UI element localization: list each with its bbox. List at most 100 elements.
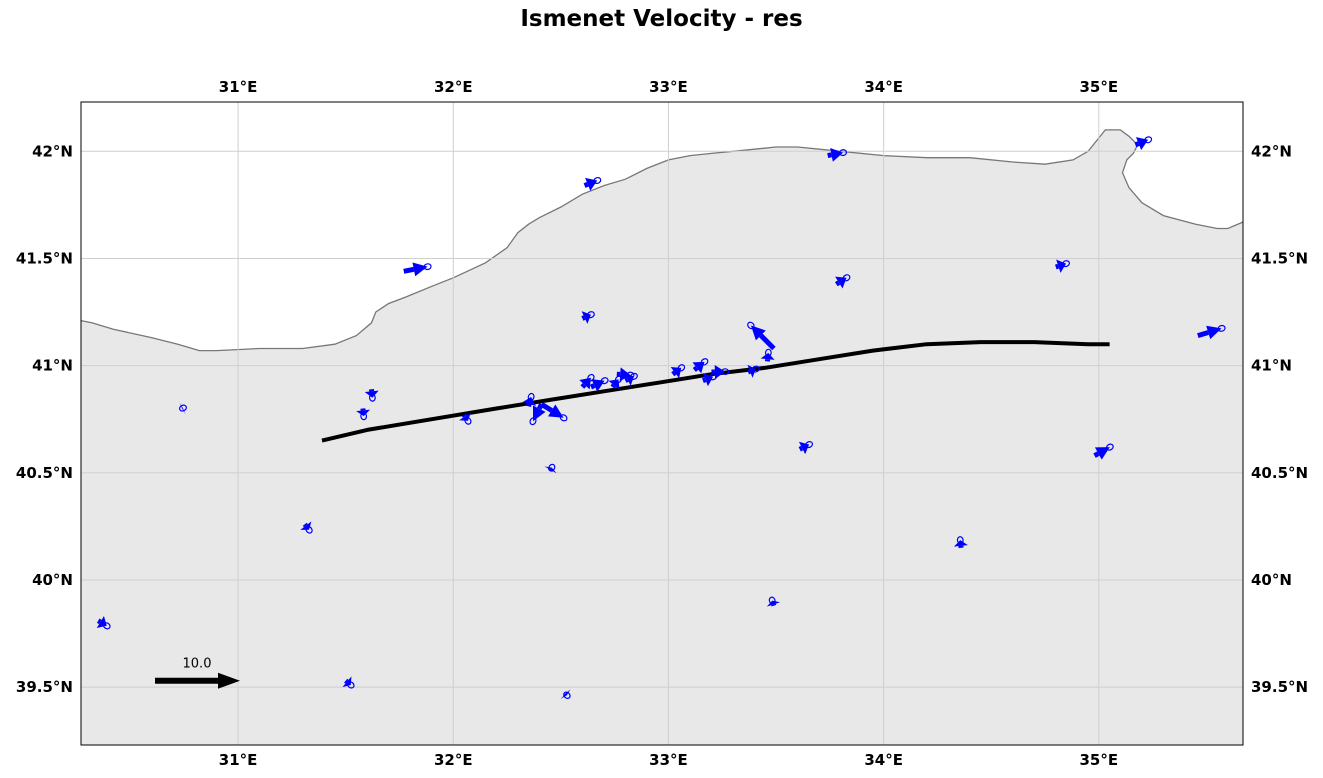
error-ellipse [559,414,568,422]
vector-head [1056,259,1066,273]
velocity-vector [579,373,595,390]
lon-tick-label-top: 31°E [219,78,258,96]
error-ellipse [720,368,730,376]
error-ellipse [768,596,776,605]
scale-arrow: 10.0 [155,657,240,689]
fault-trace [321,340,1110,443]
error-ellipse [626,371,635,379]
velocity-vector [589,377,609,392]
vector-head [619,367,631,382]
error-ellipse [548,463,556,472]
vector-shaft [1197,330,1209,339]
vector-head [522,397,536,406]
map-title: Ismenet Velocity - res [520,6,803,32]
error-ellipse [368,393,376,402]
velocity-vector [179,402,187,415]
error-ellipse [600,377,609,385]
vector-head [544,466,557,474]
velocity-vector [300,521,313,534]
error-ellipse [586,311,595,319]
vector-shaft [403,266,415,274]
error-ellipse [764,348,772,357]
velocity-vector [670,364,686,379]
vector-shaft [759,333,776,351]
vector-shaft [537,403,544,410]
scale-arrow-head [218,672,240,689]
vector-shaft [344,678,349,684]
vector-head [96,615,107,628]
vector-head [692,361,705,374]
error-ellipse [1061,260,1071,268]
vector-head [300,521,312,530]
lat-tick-label-right: 41°N [1251,357,1292,375]
error-ellipse [179,404,187,412]
vector-head [798,441,810,455]
velocity-vector [364,388,379,402]
error-ellipse [700,358,709,366]
velocity-vector [827,147,848,162]
vector-head [459,412,471,421]
vector-shaft [798,445,804,452]
vector-shaft [1054,263,1060,270]
error-ellipse [360,412,368,421]
velocity-vector [403,262,432,277]
velocity-vector [1054,259,1071,273]
error-ellipse [593,176,602,185]
vector-head [560,689,571,699]
vector-shaft [624,377,629,383]
coastline [81,129,1243,352]
vector-shaft [827,152,832,159]
lon-tick-label-bottom: 35°E [1080,751,1119,769]
vector-shaft [583,181,589,188]
velocity-vector [1134,136,1153,151]
velocity-vector [544,463,557,474]
vector-head [702,373,714,387]
error-ellipse [751,365,760,373]
velocity-vector [342,676,355,689]
lat-tick-label-left: 40°N [32,571,73,589]
vector-shaft [461,413,468,418]
lon-tick-label-top: 35°E [1080,78,1119,96]
lat-tick-label-right: 41.5°N [1251,249,1308,267]
vector-head [747,364,756,378]
vector-head [830,147,843,162]
error-ellipse [563,691,571,700]
velocity-vector [356,408,371,421]
error-ellipse [1105,443,1114,451]
lon-tick-label-bottom: 34°E [864,751,903,769]
velocity-vector [1093,443,1114,460]
velocity-vector [834,274,851,289]
lon-tick-label-bottom: 33°E [649,751,688,769]
vector-shaft [580,383,587,389]
vector-head [179,402,186,415]
velocity-vector [711,364,730,379]
lat-tick-label-right: 39.5°N [1251,678,1308,696]
vector-head [579,377,591,390]
error-ellipse [423,263,432,271]
velocity-vector [583,176,602,191]
vector-head [581,311,591,324]
axis-ticks: 31°E 31°E 32°E 32°E 33°E 33°E 34°E 34°E 35°E 35°E… [16,78,1308,769]
error-ellipse [805,441,814,449]
error-ellipse [464,416,472,425]
velocity-vector [522,392,536,408]
lon-tick-label-top: 32°E [434,78,473,96]
vector-shaft [96,618,102,625]
vector-shaft [610,383,616,389]
vector-shaft [692,365,699,372]
error-ellipse [346,681,355,689]
lat-tick-label-right: 40°N [1251,571,1292,589]
error-ellipse [747,321,755,330]
vector-shaft [834,280,841,287]
velocity-vector [692,358,709,374]
vector-shaft [1134,141,1140,148]
lon-tick-label-top: 34°E [864,78,903,96]
lat-tick-label-left: 39.5°N [16,678,73,696]
vector-shaft [589,383,596,390]
vector-shaft [302,522,308,528]
velocity-vector [747,364,760,378]
vector-head [714,364,726,379]
velocity-vector [529,403,546,426]
velocity-vector [560,689,571,700]
